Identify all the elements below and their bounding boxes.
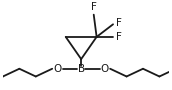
Text: O: O bbox=[100, 64, 109, 74]
Text: F: F bbox=[116, 18, 122, 28]
Text: B: B bbox=[78, 64, 85, 74]
Text: F: F bbox=[116, 32, 122, 42]
Text: F: F bbox=[91, 2, 97, 12]
Text: O: O bbox=[54, 64, 62, 74]
